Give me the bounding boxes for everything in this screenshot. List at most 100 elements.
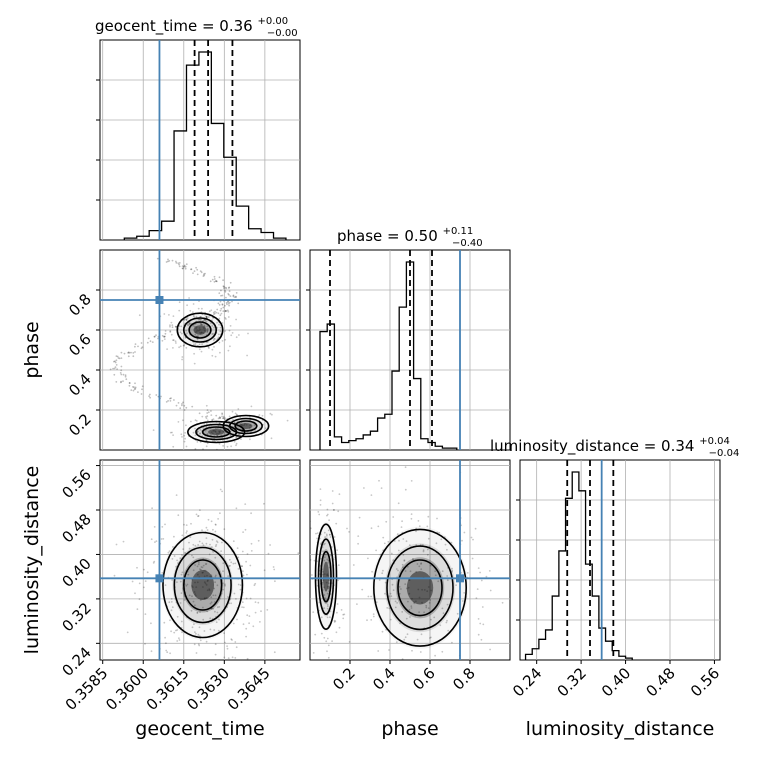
sample-point (248, 615, 251, 617)
sample-point (310, 517, 311, 519)
quantile-lines (193, 40, 615, 660)
y-tick-label: 0.32 (58, 599, 94, 635)
density-level (406, 571, 434, 605)
sample-point (164, 523, 166, 526)
sample-point (201, 415, 204, 418)
sample-point (185, 318, 188, 321)
sample-point (146, 341, 149, 344)
sample-point (185, 424, 187, 427)
sample-point (172, 347, 174, 349)
sample-point (134, 386, 137, 389)
sample-point (401, 611, 404, 613)
sample-point (201, 307, 203, 310)
density-level (193, 325, 207, 335)
sample-point (152, 429, 155, 431)
sample-point (216, 541, 219, 544)
sample-point (113, 373, 116, 376)
sample-point (186, 304, 189, 307)
sample-point (219, 309, 222, 312)
sample-point (199, 331, 202, 334)
sample-point (183, 264, 186, 267)
sample-point (122, 540, 125, 543)
sample-point (202, 564, 205, 567)
sample-point (114, 366, 117, 368)
contour (173, 546, 232, 624)
sample-point (183, 440, 186, 443)
sample-point (195, 632, 197, 635)
contour (386, 545, 454, 631)
sample-point (259, 621, 261, 623)
sample-point (150, 622, 152, 625)
histogram-geocent_time (123, 51, 287, 240)
sample-point (336, 603, 339, 605)
sample-point (257, 601, 260, 604)
sample-point (155, 540, 158, 542)
sample-point (235, 295, 237, 298)
sample-point (474, 527, 477, 530)
sample-point (426, 553, 429, 556)
sample-point (436, 517, 438, 520)
sample-point (210, 575, 213, 578)
sample-point (193, 270, 196, 273)
sample-point (394, 600, 397, 603)
sample-point (329, 533, 331, 536)
sample-point (176, 629, 179, 631)
sample-point (206, 433, 209, 435)
sample-point (120, 373, 123, 376)
sample-point (249, 597, 252, 600)
sample-point (179, 602, 182, 604)
sample-point (218, 606, 221, 608)
sample-point (194, 434, 197, 437)
sample-point (232, 622, 235, 625)
sample-point (326, 534, 328, 537)
sample-point (199, 433, 201, 435)
sample-point (386, 607, 389, 609)
sample-point (204, 563, 207, 565)
sample-point (207, 579, 209, 582)
contour (162, 531, 244, 639)
sample-point (214, 355, 217, 358)
sample-point (212, 339, 215, 342)
sample-point (213, 326, 216, 329)
sample-point (232, 418, 235, 421)
sample-point (169, 331, 172, 333)
panel-distance-hist (519, 459, 721, 661)
sample-point (209, 575, 212, 578)
sample-point (169, 652, 172, 655)
sample-point (202, 606, 204, 609)
sample-point (183, 523, 185, 526)
sample-point (176, 615, 179, 618)
sample-point (165, 642, 167, 645)
sample-point (470, 536, 473, 539)
sample-point (181, 403, 183, 405)
sample-point (252, 625, 255, 628)
sample-point (370, 494, 373, 496)
sample-point (333, 509, 335, 511)
sample-point (181, 356, 184, 358)
sample-point (182, 344, 185, 347)
sample-point (181, 358, 184, 361)
sample-point (214, 524, 217, 526)
y-tick-label: 0.48 (58, 510, 94, 546)
sample-point (239, 588, 242, 591)
y-tick-label: 0.4 (65, 370, 95, 400)
sample-point (177, 421, 180, 423)
sample-point (175, 262, 178, 264)
sample-point (213, 587, 216, 590)
sample-point (169, 397, 171, 400)
sample-point (375, 549, 377, 552)
sample-point (375, 665, 377, 667)
sample-point (228, 290, 231, 292)
sample-point (430, 618, 432, 621)
sample-point (333, 621, 336, 623)
sample-point (127, 351, 130, 354)
sample-point (328, 579, 331, 582)
sample-point (210, 431, 213, 434)
sample-point (224, 286, 227, 289)
contour (372, 528, 467, 647)
sample-point (178, 639, 181, 641)
sample-point (261, 414, 264, 417)
sample-point (205, 316, 208, 319)
sample-point (366, 619, 368, 622)
sample-point (184, 267, 187, 270)
